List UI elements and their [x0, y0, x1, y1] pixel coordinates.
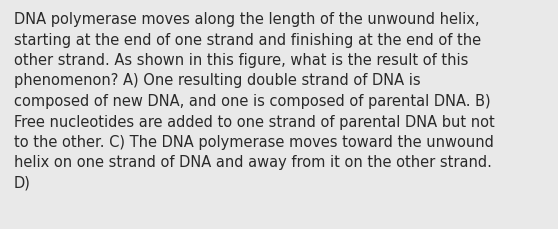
Text: D): D): [14, 175, 31, 190]
Text: phenomenon? A) One resulting double strand of DNA is: phenomenon? A) One resulting double stra…: [14, 73, 421, 88]
Text: other strand. As shown in this figure, what is the result of this: other strand. As shown in this figure, w…: [14, 53, 468, 68]
Text: composed of new DNA, and one is composed of parental DNA. B): composed of new DNA, and one is composed…: [14, 94, 490, 109]
Text: Free nucleotides are added to one strand of parental DNA but not: Free nucleotides are added to one strand…: [14, 114, 495, 129]
Text: starting at the end of one strand and finishing at the end of the: starting at the end of one strand and fi…: [14, 32, 481, 47]
Text: helix on one strand of DNA and away from it on the other strand.: helix on one strand of DNA and away from…: [14, 155, 492, 170]
Text: DNA polymerase moves along the length of the unwound helix,: DNA polymerase moves along the length of…: [14, 12, 479, 27]
Text: to the other. C) The DNA polymerase moves toward the unwound: to the other. C) The DNA polymerase move…: [14, 134, 494, 149]
